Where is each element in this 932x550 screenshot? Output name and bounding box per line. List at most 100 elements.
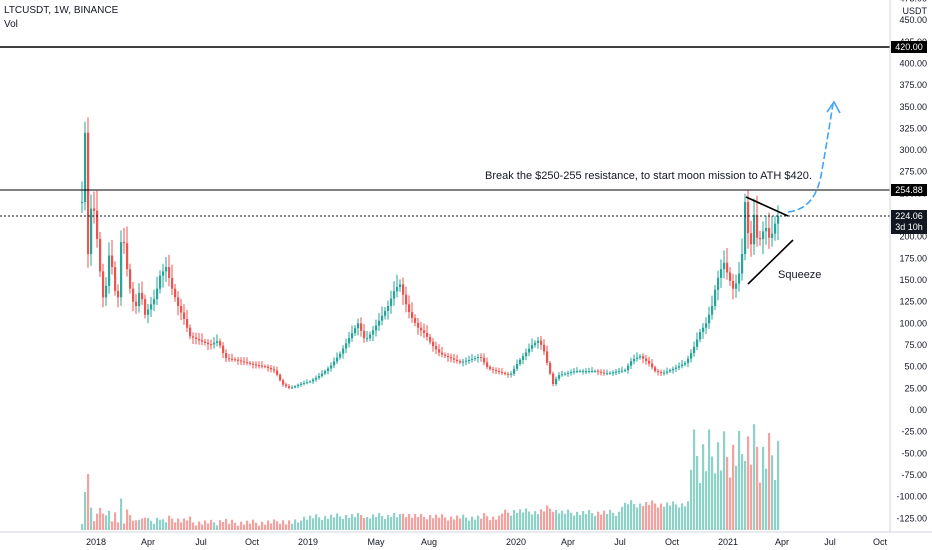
volume-bar	[282, 520, 285, 530]
time-tick-label: Oct	[245, 537, 260, 547]
candle-body	[507, 373, 510, 375]
volume-bar	[303, 516, 306, 530]
candle-body	[765, 228, 768, 232]
time-tick-label: Apr	[775, 537, 789, 547]
triangle-lower-line[interactable]	[747, 239, 794, 285]
volume-bar	[639, 503, 642, 530]
candle-body	[411, 312, 414, 318]
candle-body	[492, 369, 495, 371]
volume-bar	[330, 514, 333, 530]
time-tick-label: Oct	[873, 537, 888, 547]
candle-body	[138, 293, 141, 307]
candle-body	[693, 346, 696, 354]
volume-bar	[351, 513, 354, 530]
volume-bar	[663, 506, 666, 530]
volume-bar	[459, 518, 462, 530]
candle-body	[126, 243, 129, 270]
candle-body	[291, 387, 294, 389]
time-axis[interactable]: 2018 Apr Jul Oct 2019 May Aug 2020 Apr Jul Oct 2021…	[0, 531, 932, 550]
candle-body	[495, 370, 498, 372]
candle-body	[111, 255, 114, 268]
candle-body	[456, 359, 459, 362]
volume-bar	[555, 509, 558, 530]
candle-body	[435, 346, 438, 350]
volume-bar	[321, 520, 324, 530]
candle-body	[414, 317, 417, 323]
candle-body	[690, 353, 693, 359]
volume-bar	[588, 510, 591, 530]
candle-body	[159, 275, 162, 289]
volume-bar	[297, 522, 300, 530]
candle-body	[600, 371, 603, 373]
candle-body	[558, 375, 561, 379]
volume-bar	[105, 515, 108, 530]
volume-bar	[744, 461, 747, 530]
volume-bar	[702, 444, 705, 530]
volume-bar	[84, 492, 87, 530]
volume-bar	[342, 518, 345, 530]
candle-body	[696, 339, 699, 347]
time-tick-label: May	[367, 537, 385, 547]
volume-bar	[387, 515, 390, 530]
volume-bar	[207, 523, 210, 530]
volume-bar	[93, 521, 96, 530]
volume-bar	[720, 470, 723, 530]
price-tick-label: 75.00	[904, 340, 927, 350]
tag-420	[891, 41, 927, 53]
volume-bar	[348, 517, 351, 530]
candle-body	[387, 306, 390, 311]
candle-body	[576, 371, 579, 373]
volume-bar	[750, 464, 753, 530]
candle-body	[438, 349, 441, 353]
volume-bar	[477, 515, 480, 530]
candle-body	[327, 368, 330, 372]
volume-bar	[633, 504, 636, 530]
candle-body	[207, 342, 210, 345]
price-tick-label: 350.00	[899, 102, 927, 112]
volume-bar	[444, 517, 447, 530]
candle-body	[462, 361, 465, 363]
volume-bar	[558, 513, 561, 530]
volume-bar	[675, 504, 678, 530]
volume-bar	[189, 516, 192, 530]
volume-bar	[291, 523, 294, 530]
volume-bar	[159, 519, 162, 530]
volume-indicator-label[interactable]: Vol	[4, 19, 18, 30]
volume-bar	[285, 524, 288, 530]
candle-body	[657, 371, 660, 373]
candle-body	[306, 382, 309, 384]
volume-bar	[651, 500, 654, 530]
volume-bar	[210, 519, 213, 530]
chart-legend: LTCUSDT, 1W, BINANCE Vol	[4, 4, 118, 32]
triangle-upper-line[interactable]	[745, 196, 789, 217]
candle-body	[231, 358, 234, 360]
volume-bar	[243, 524, 246, 530]
volume-bar	[261, 521, 264, 530]
candle-body	[408, 304, 411, 313]
candle-body	[333, 361, 336, 366]
volume-bar	[375, 517, 378, 530]
volume-bar	[384, 519, 387, 530]
candle-body	[741, 254, 744, 274]
price-tick-label: 25.00	[904, 383, 927, 393]
candle-body	[708, 314, 711, 324]
projection-arrow[interactable]	[787, 103, 834, 213]
volume-bar	[438, 517, 441, 530]
candle-body	[402, 284, 405, 295]
volume-bar	[102, 513, 105, 530]
candle-body	[117, 290, 120, 298]
price-axis[interactable]: USDT 475.00450.00425.00400.00375.00350.0…	[889, 0, 932, 532]
candle-body	[651, 363, 654, 368]
candle-body	[762, 231, 765, 239]
candle-body	[738, 273, 741, 284]
candle-body	[390, 298, 393, 307]
symbol-title[interactable]: LTCUSDT, 1W, BINANCE	[4, 5, 119, 16]
volume-bar	[333, 517, 336, 530]
volume-bar	[393, 513, 396, 530]
volume-bar	[693, 429, 696, 530]
volume-bar	[114, 512, 117, 530]
candle-body	[270, 367, 273, 370]
volume-bar	[171, 518, 174, 530]
volume-bar	[198, 521, 201, 530]
